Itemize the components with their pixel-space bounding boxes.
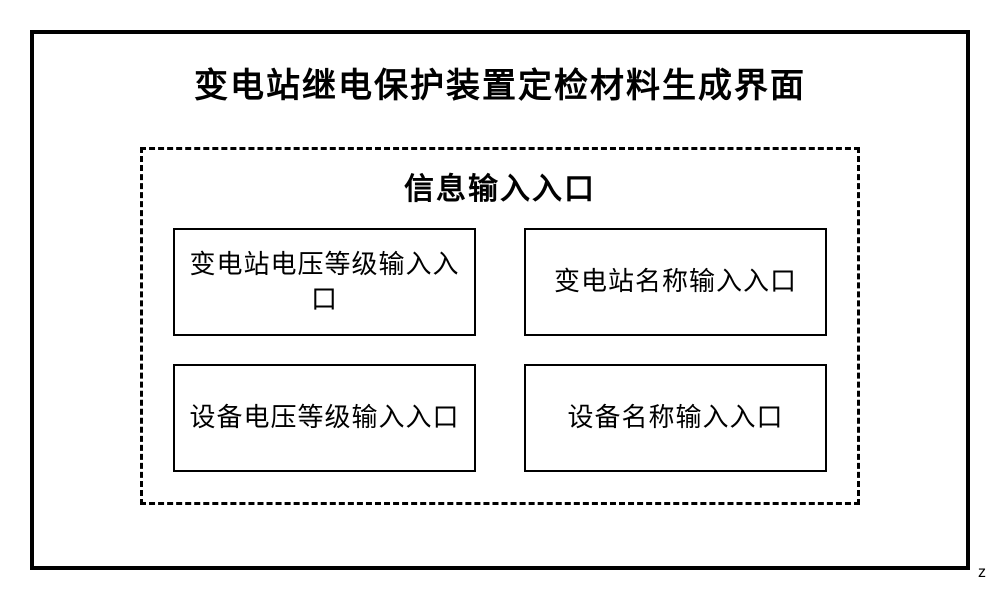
entry-substation-name[interactable]: 变电站名称输入入口 [524,228,827,336]
entry-label: 设备电压等级输入入口 [189,400,459,435]
entry-device-name[interactable]: 设备名称输入入口 [524,364,827,472]
entry-label: 变电站名称输入入口 [554,264,797,299]
section-title: 信息输入入口 [404,164,596,208]
entry-label: 变电站电压等级输入入口 [189,247,460,317]
entry-grid: 变电站电压等级输入入口 变电站名称输入入口 设备电压等级输入入口 设备名称输入入… [173,228,827,472]
outer-frame: 变电站继电保护装置定检材料生成界面 信息输入入口 变电站电压等级输入入口 变电站… [30,30,970,570]
corner-label: z [978,564,986,582]
page-title: 变电站继电保护装置定检材料生成界面 [194,58,806,107]
entry-device-voltage-level[interactable]: 设备电压等级输入入口 [173,364,476,472]
info-input-section: 信息输入入口 变电站电压等级输入入口 变电站名称输入入口 设备电压等级输入入口 … [140,147,860,505]
entry-substation-voltage-level[interactable]: 变电站电压等级输入入口 [173,228,476,336]
entry-label: 设备名称输入入口 [567,400,783,435]
